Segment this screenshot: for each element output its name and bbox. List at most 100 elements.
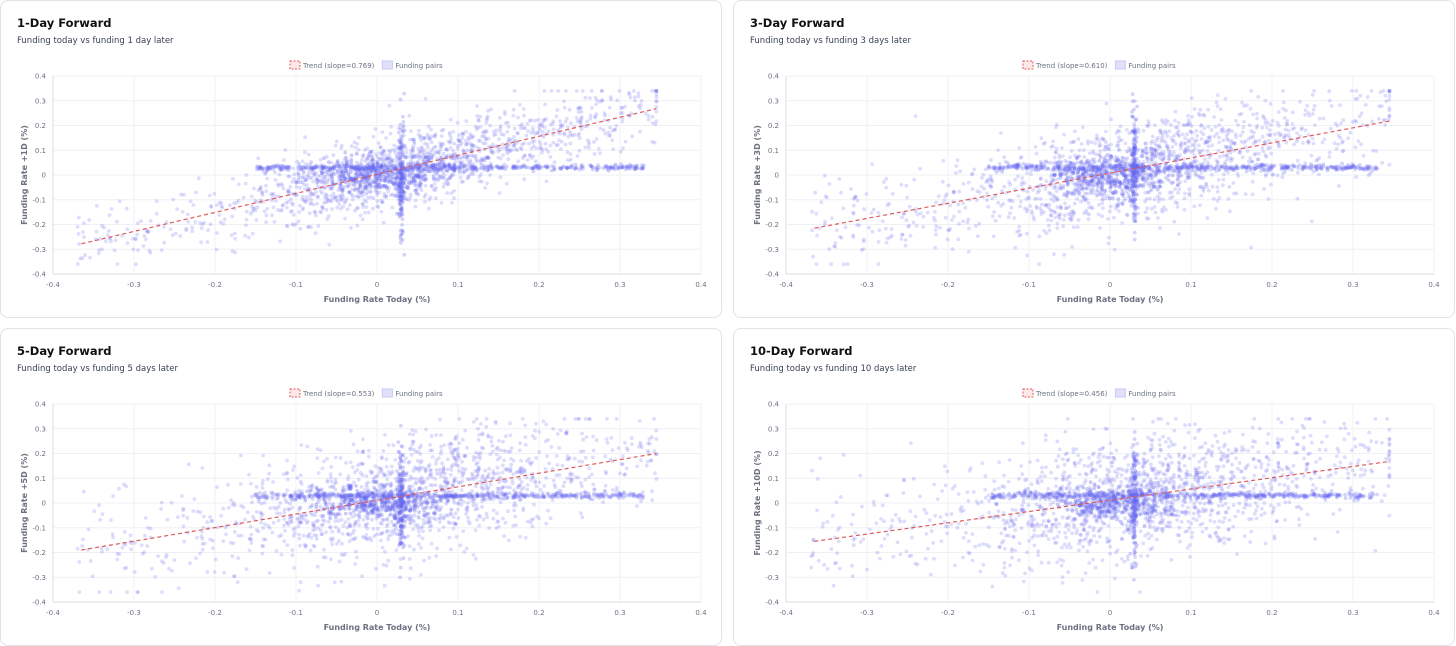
scatter-point xyxy=(307,165,311,170)
scatter-point xyxy=(398,152,403,157)
scatter-point xyxy=(1127,185,1132,190)
scatter-point xyxy=(483,186,488,190)
scatter-point xyxy=(1133,205,1138,209)
scatter-point xyxy=(411,168,416,173)
scatter-point xyxy=(549,122,553,127)
scatter-point xyxy=(466,153,471,158)
scatter-point xyxy=(383,178,388,182)
scatter-point xyxy=(1333,121,1338,126)
scatter-point xyxy=(1131,200,1136,205)
scatter-point xyxy=(1093,167,1098,172)
scatter-point xyxy=(450,164,455,169)
scatter-point xyxy=(386,165,390,170)
scatter-point xyxy=(188,199,193,204)
scatter-point xyxy=(276,165,281,170)
scatter-point xyxy=(1387,89,1392,93)
scatter-point xyxy=(1227,127,1232,132)
scatter-point xyxy=(399,197,403,202)
scatter-point xyxy=(1263,118,1268,122)
scatter-point xyxy=(543,439,548,444)
scatter-point xyxy=(320,191,325,195)
scatter-point xyxy=(1131,174,1136,179)
scatter-point xyxy=(1240,164,1245,169)
scatter-point xyxy=(404,155,408,160)
scatter-point xyxy=(335,160,340,165)
scatter-point xyxy=(486,136,491,141)
scatter-point xyxy=(1009,164,1014,169)
scatter-point xyxy=(1099,165,1104,169)
scatter-point xyxy=(1223,144,1228,149)
scatter-point xyxy=(1056,168,1061,173)
scatter-point xyxy=(1248,166,1253,170)
scatter-point xyxy=(1119,164,1124,169)
scatter-point xyxy=(356,167,361,172)
scatter-point xyxy=(627,92,632,97)
scatter-point xyxy=(1100,214,1104,219)
scatter-point xyxy=(1131,185,1136,190)
scatter-point xyxy=(373,180,378,185)
scatter-point xyxy=(397,183,402,188)
scatter-point xyxy=(1083,170,1088,174)
scatter-point xyxy=(1055,122,1059,127)
scatter-point xyxy=(1132,213,1137,218)
scatter-point xyxy=(578,119,583,124)
scatter-point xyxy=(1319,163,1324,168)
scatter-point xyxy=(1381,89,1386,93)
scatter-point xyxy=(479,158,483,163)
scatter-point xyxy=(136,221,140,226)
scatter-point xyxy=(1203,157,1207,162)
scatter-point xyxy=(399,141,404,146)
scatter-point xyxy=(386,156,390,161)
scatter-point xyxy=(432,500,437,504)
scatter-point xyxy=(1203,168,1208,173)
scatter-point xyxy=(499,156,503,161)
scatter-point xyxy=(366,176,371,180)
scatter-point xyxy=(1111,191,1115,196)
scatter-point xyxy=(253,198,257,203)
scatter-point xyxy=(1204,139,1209,143)
scatter-point xyxy=(458,156,462,161)
scatter-point xyxy=(538,146,543,150)
scatter-point xyxy=(1130,174,1135,179)
scatter-point xyxy=(406,182,411,187)
scatter-point xyxy=(1113,189,1118,193)
scatter-point xyxy=(1103,176,1108,181)
scatter-point xyxy=(1082,198,1086,203)
scatter-point xyxy=(324,165,328,170)
scatter-point xyxy=(945,237,950,242)
scatter-point xyxy=(407,113,412,118)
scatter-point xyxy=(420,175,425,180)
scatter-point xyxy=(1356,139,1361,144)
scatter-point xyxy=(320,166,325,171)
scatter-point xyxy=(306,170,311,175)
scatter-point xyxy=(1129,161,1134,166)
scatter-point xyxy=(479,172,483,177)
scatter-point xyxy=(994,166,999,170)
scatter-point xyxy=(1100,197,1105,202)
scatter-point xyxy=(1139,162,1143,167)
scatter-point xyxy=(386,173,390,178)
scatter-point xyxy=(107,229,111,233)
scatter-point xyxy=(1067,204,1072,209)
scatter-point xyxy=(458,169,462,173)
scatter-point xyxy=(405,162,410,167)
scatter-point xyxy=(321,166,325,170)
scatter-point xyxy=(913,114,918,118)
scatter-point xyxy=(303,166,308,170)
scatter-point xyxy=(1257,138,1262,143)
scatter-point xyxy=(367,161,372,166)
scatter-point xyxy=(1128,187,1133,192)
scatter-point xyxy=(1158,131,1163,136)
scatter-point xyxy=(1040,165,1045,170)
scatter-point xyxy=(362,180,367,185)
scatter-point xyxy=(215,231,219,235)
scatter-point xyxy=(1334,167,1339,171)
scatter-point xyxy=(1039,159,1043,164)
scatter-point xyxy=(356,174,360,179)
scatter-point xyxy=(209,205,214,209)
scatter-point xyxy=(549,168,554,173)
scatter-point xyxy=(1203,165,1207,170)
scatter-point xyxy=(76,215,81,220)
scatter-point xyxy=(439,163,444,168)
scatter-point xyxy=(400,172,405,176)
